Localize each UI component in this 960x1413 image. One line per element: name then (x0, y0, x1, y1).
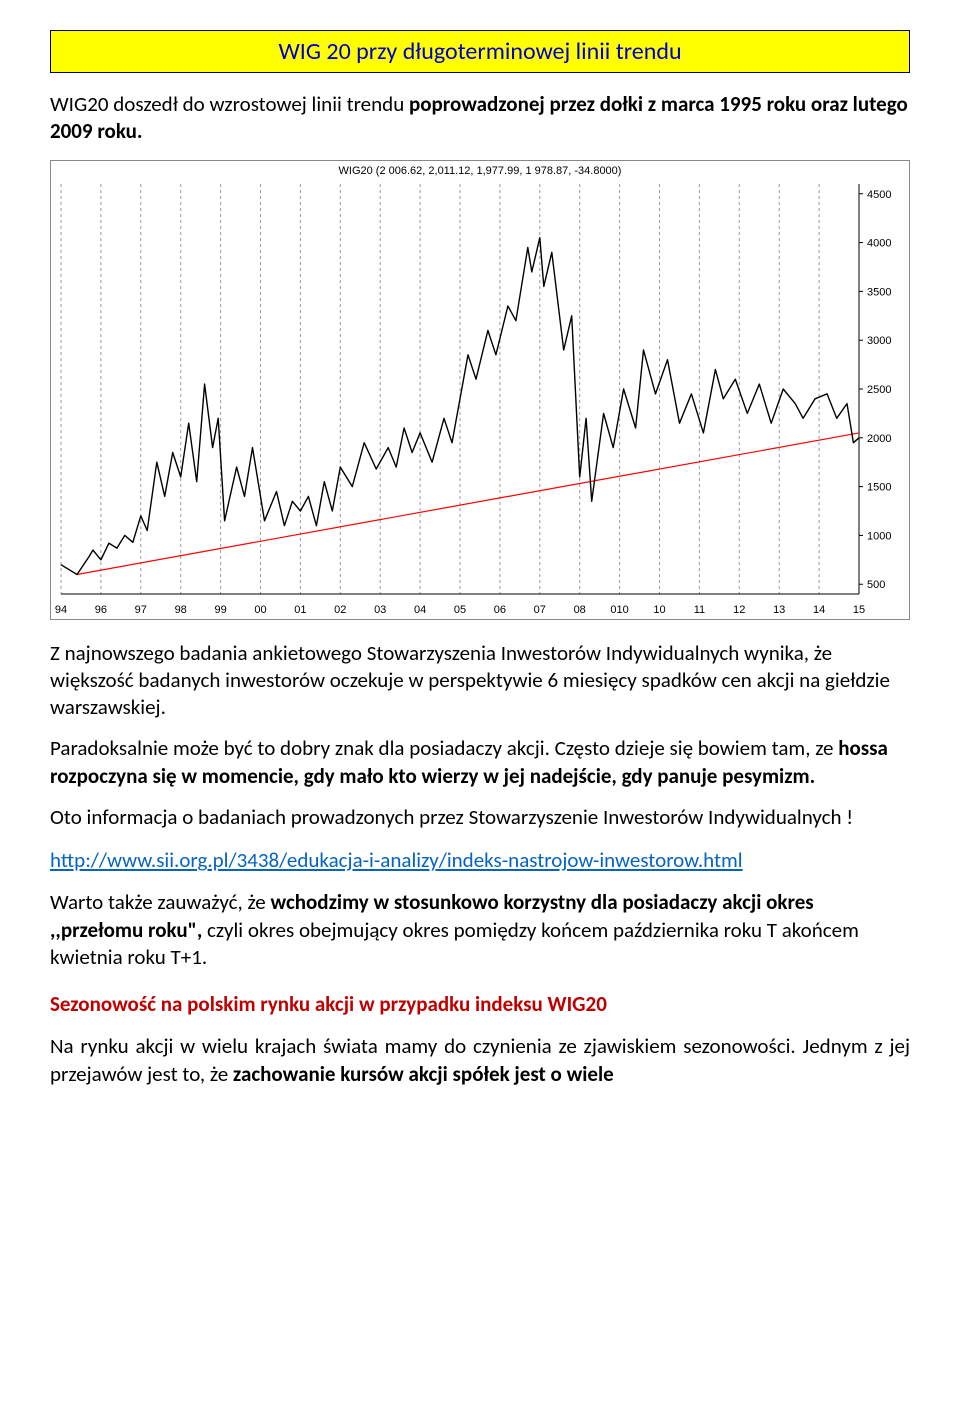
svg-text:08: 08 (574, 604, 586, 616)
svg-text:4500: 4500 (867, 188, 891, 200)
chart-svg: 94 96 97 98 99 00 01 02 03 04 05 06 07 08 010 10 11 12 13 1… (51, 179, 909, 619)
svg-text:4000: 4000 (867, 237, 891, 249)
paragraph-6: Na rynku akcji w wielu krajach świata ma… (50, 1033, 910, 1088)
svg-text:07: 07 (534, 604, 546, 616)
p5-a: Warto także zauważyć, że (50, 889, 271, 915)
svg-text:500: 500 (867, 579, 885, 591)
svg-text:05: 05 (454, 604, 466, 616)
intro-paragraph: WIG20 doszedł do wzrostowej linii trendu… (50, 91, 910, 146)
svg-text:2500: 2500 (867, 384, 891, 396)
svg-text:1500: 1500 (867, 481, 891, 493)
title-text: WIG 20 przy długoterminowej linii trendu (278, 37, 681, 66)
svg-text:13: 13 (773, 604, 785, 616)
red-heading: Sezonowość na polskim rynku akcji w przy… (50, 991, 910, 1017)
svg-text:03: 03 (374, 604, 386, 616)
svg-text:00: 00 (254, 604, 266, 616)
svg-text:3000: 3000 (867, 335, 891, 347)
svg-text:15: 15 (853, 604, 865, 616)
paragraph-2: Z najnowszego badania ankietowego Stowar… (50, 640, 910, 722)
svg-text:98: 98 (175, 604, 187, 616)
svg-text:94: 94 (55, 604, 67, 616)
paragraph-5: Warto także zauważyć, że wchodzimy w sto… (50, 889, 910, 971)
chart-header: WIG20 (2 006.62, 2,011.12, 1,977.99, 1 9… (51, 161, 909, 179)
svg-text:10: 10 (653, 604, 665, 616)
svg-text:01: 01 (294, 604, 306, 616)
svg-text:12: 12 (733, 604, 745, 616)
svg-text:11: 11 (694, 604, 705, 616)
sii-link[interactable]: http://www.sii.org.pl/3438/edukacja-i-an… (50, 847, 910, 873)
paragraph-4: Oto informacja o badaniach prowadzonych … (50, 804, 910, 831)
p3-a: Paradoksalnie może być to dobry znak dla… (50, 735, 838, 761)
svg-text:3500: 3500 (867, 286, 891, 298)
svg-text:96: 96 (95, 604, 107, 616)
svg-text:14: 14 (813, 604, 825, 616)
wig20-chart: WIG20 (2 006.62, 2,011.12, 1,977.99, 1 9… (50, 160, 910, 620)
svg-text:02: 02 (334, 604, 346, 616)
intro-a: WIG20 doszedł do wzrostowej linii trendu (50, 91, 409, 117)
svg-text:97: 97 (135, 604, 147, 616)
svg-text:1000: 1000 (867, 530, 891, 542)
svg-text:04: 04 (414, 604, 426, 616)
svg-text:2000: 2000 (867, 432, 891, 444)
paragraph-3: Paradoksalnie może być to dobry znak dla… (50, 735, 910, 790)
svg-text:010: 010 (610, 604, 628, 616)
svg-text:06: 06 (494, 604, 506, 616)
title-bar: WIG 20 przy długoterminowej linii trendu (50, 30, 910, 73)
p6-b: zachowanie kursów akcji spółek jest o wi… (233, 1061, 614, 1087)
svg-text:99: 99 (214, 604, 226, 616)
